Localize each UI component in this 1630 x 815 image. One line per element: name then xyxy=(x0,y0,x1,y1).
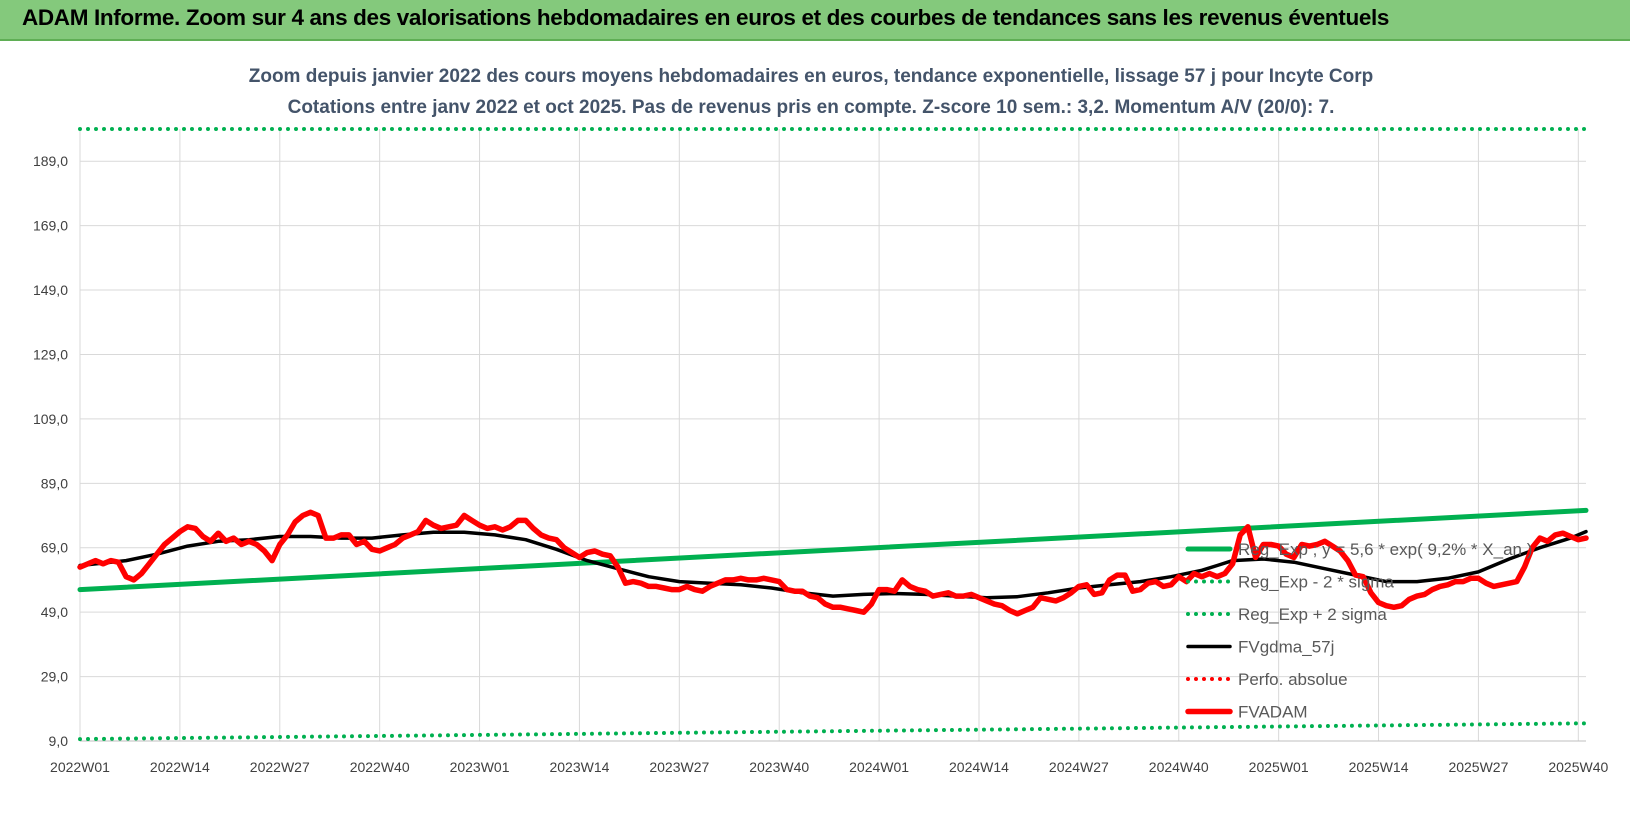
x-tick-label: 2023W01 xyxy=(450,759,510,775)
y-tick-label: 29,0 xyxy=(41,669,68,685)
y-tick-label: 149,0 xyxy=(33,282,68,298)
y-tick-label: 189,0 xyxy=(33,153,68,169)
y-tick-label: 69,0 xyxy=(41,540,68,556)
series-lines xyxy=(77,127,1589,742)
x-tick-label: 2022W27 xyxy=(250,759,310,775)
series-reg-exp-y-5-6-exp-9-2-x-an xyxy=(77,507,1589,593)
x-tick-label: 2024W40 xyxy=(1149,759,1209,775)
x-tick-label: 2025W27 xyxy=(1448,759,1508,775)
series-reg-exp-2-sigma xyxy=(78,721,1588,742)
legend-label: Reg_Exp - 2 * sigma xyxy=(1238,573,1394,592)
chart-titles: Zoom depuis janvier 2022 des cours moyen… xyxy=(249,55,1374,125)
y-axis-tick-labels: 9,0 29,0 49,0 69,0 89,0 109,0 129,0 149,0 169,0 1… xyxy=(33,153,68,749)
x-tick-label: 2025W14 xyxy=(1349,759,1409,775)
y-tick-label: 49,0 xyxy=(41,604,68,620)
x-tick-label: 2024W14 xyxy=(949,759,1009,775)
x-tick-label: 2025W40 xyxy=(1548,759,1608,775)
y-tick-label: 169,0 xyxy=(33,218,68,234)
x-axis-tick-labels: 2022W01 2022W14 2022W27 2022W40 2023W01 2023W… xyxy=(50,759,1608,775)
legend-label: Reg_Exp ; y = 5,6 * exp( 9,2% * X_an ) xyxy=(1238,540,1532,559)
legend-label: Perfo. absolue xyxy=(1238,670,1348,689)
chart-title: Zoom depuis janvier 2022 des cours moyen… xyxy=(249,66,1374,87)
x-tick-label: 2024W27 xyxy=(1049,759,1109,775)
x-tick-label: 2024W01 xyxy=(849,759,909,775)
report-title: ADAM Informe. Zoom sur 4 ans des valoris… xyxy=(22,5,1390,30)
chart-container: 9,0 29,0 49,0 69,0 89,0 109,0 129,0 149,0 169,0 1… xyxy=(0,41,1630,815)
chart-subtitle: Cotations entre janv 2022 et oct 2025. P… xyxy=(288,97,1335,118)
line-chart: 9,0 29,0 49,0 69,0 89,0 109,0 129,0 149,0 169,0 1… xyxy=(33,55,1608,775)
y-tick-label: 129,0 xyxy=(33,346,68,362)
report-banner: ADAM Informe. Zoom sur 4 ans des valoris… xyxy=(0,0,1630,41)
title-mask xyxy=(268,55,1354,125)
x-tick-label: 2022W14 xyxy=(150,759,210,775)
legend-label: Reg_Exp + 2 sigma xyxy=(1238,605,1387,624)
legend-label: FVADAM xyxy=(1238,703,1308,722)
chart-legend: Reg_Exp ; y = 5,6 * exp( 9,2% * X_an ) Re… xyxy=(1185,540,1532,722)
x-tick-label: 2022W01 xyxy=(50,759,110,775)
y-tick-label: 89,0 xyxy=(41,475,68,491)
legend-label: FVgdma_57j xyxy=(1238,638,1334,657)
x-tick-label: 2023W40 xyxy=(749,759,809,775)
x-tick-label: 2023W14 xyxy=(549,759,609,775)
series-fvadam xyxy=(77,509,1589,617)
x-tick-label: 2025W01 xyxy=(1249,759,1309,775)
x-tick-label: 2022W40 xyxy=(350,759,410,775)
y-tick-label: 109,0 xyxy=(33,411,68,427)
y-tick-label: 9,0 xyxy=(49,733,69,749)
x-tick-label: 2023W27 xyxy=(649,759,709,775)
gridlines xyxy=(79,129,1586,742)
